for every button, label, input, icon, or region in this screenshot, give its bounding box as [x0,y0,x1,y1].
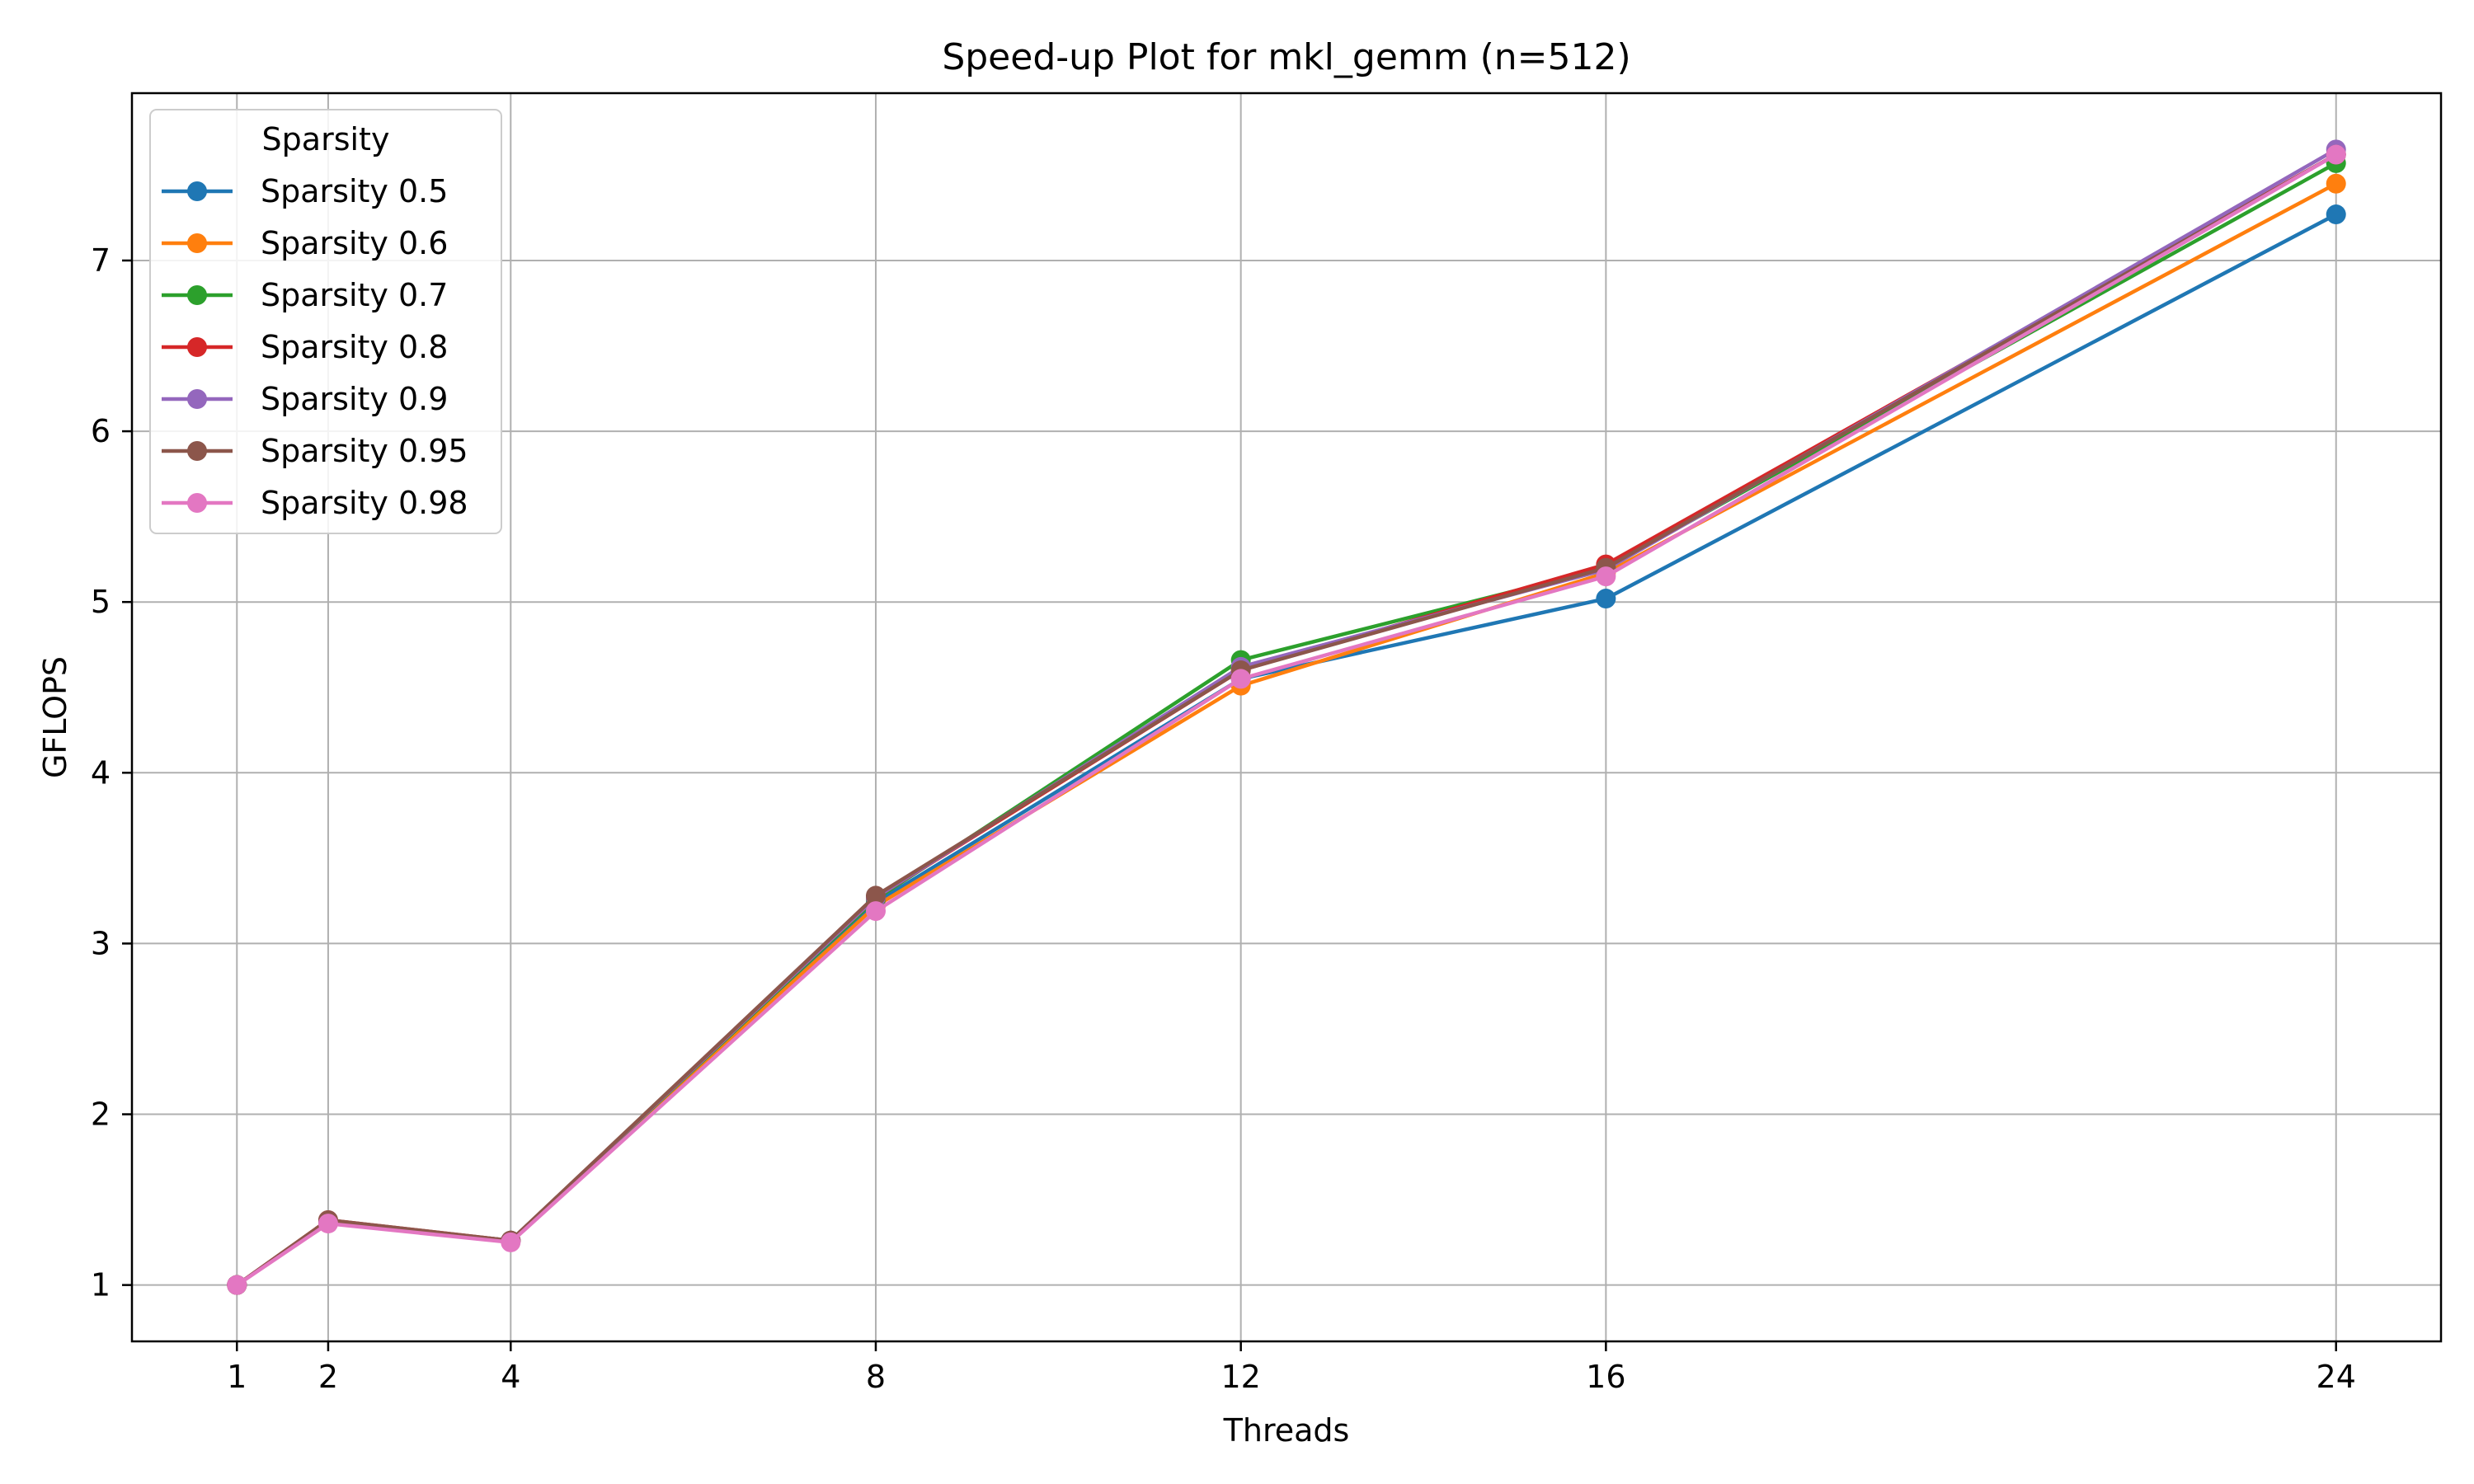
grid [132,93,2441,1341]
legend-items: Sparsity 0.5 Sparsity 0.6 Sparsity 0.7 Spar… [162,173,468,521]
legend-item: Sparsity 0.95 [162,433,468,469]
legend-swatch-marker [187,493,207,513]
plot-frame [130,92,2443,1343]
legend-label: Sparsity 0.98 [261,485,468,521]
x-tick-label: 4 [501,1359,520,1395]
x-axis-label: Threads [1223,1412,1350,1449]
data-point [501,1232,521,1252]
legend-item: Sparsity 0.6 [162,225,448,261]
y-tick-label: 2 [91,1097,111,1133]
data-point [865,885,886,906]
legend-swatch-marker [187,233,207,253]
series-layer [227,139,2346,1295]
data-point [2326,144,2346,165]
legend-label: Sparsity 0.7 [261,277,448,313]
legend-swatch-marker [187,337,207,357]
x-tick-label: 2 [318,1359,338,1395]
y-tick-label: 5 [91,584,111,620]
legend-swatch-marker [187,181,207,201]
x-tick-label: 16 [1586,1359,1625,1395]
data-point [1596,589,1616,609]
legend-box [149,109,502,534]
x-tick-label: 12 [1221,1359,1260,1395]
legend-swatch-marker [187,389,207,409]
data-point [317,1214,338,1234]
data-point [865,901,886,922]
legend-label: Sparsity 0.5 [261,173,448,209]
data-point [2326,204,2346,225]
data-point [1230,669,1251,689]
y-tick-label: 7 [91,242,111,279]
legend-swatch-marker [187,285,207,305]
legend-item: Sparsity 0.8 [162,329,448,365]
legend-label: Sparsity 0.8 [261,329,448,365]
legend-swatch-marker [187,441,207,461]
data-point [227,1275,247,1295]
legend-item: Sparsity 0.9 [162,381,448,417]
y-tick-label: 1 [91,1267,111,1303]
legend-label: Sparsity 0.6 [261,225,448,261]
legend-item: Sparsity 0.7 [162,277,448,313]
chart-title: Speed-up Plot for mkl_gemm (n=512) [942,36,1630,78]
y-axis-label: GFLOPS [37,656,73,778]
x-tick-label: 24 [2316,1359,2356,1395]
series-group [227,144,2346,1295]
legend-title: Sparsity [262,121,390,157]
data-point [1596,566,1616,587]
y-tick-label: 4 [91,754,111,791]
data-point [2326,173,2346,194]
legend-label: Sparsity 0.95 [261,433,468,469]
x-tick-label: 1 [227,1359,247,1395]
y-tick-label: 6 [91,413,111,449]
legend-label: Sparsity 0.9 [261,381,448,417]
x-tick-label: 8 [866,1359,886,1395]
legend-item: Sparsity 0.5 [162,173,448,209]
legend-item: Sparsity 0.98 [162,485,468,521]
y-tick-label: 3 [91,925,111,961]
